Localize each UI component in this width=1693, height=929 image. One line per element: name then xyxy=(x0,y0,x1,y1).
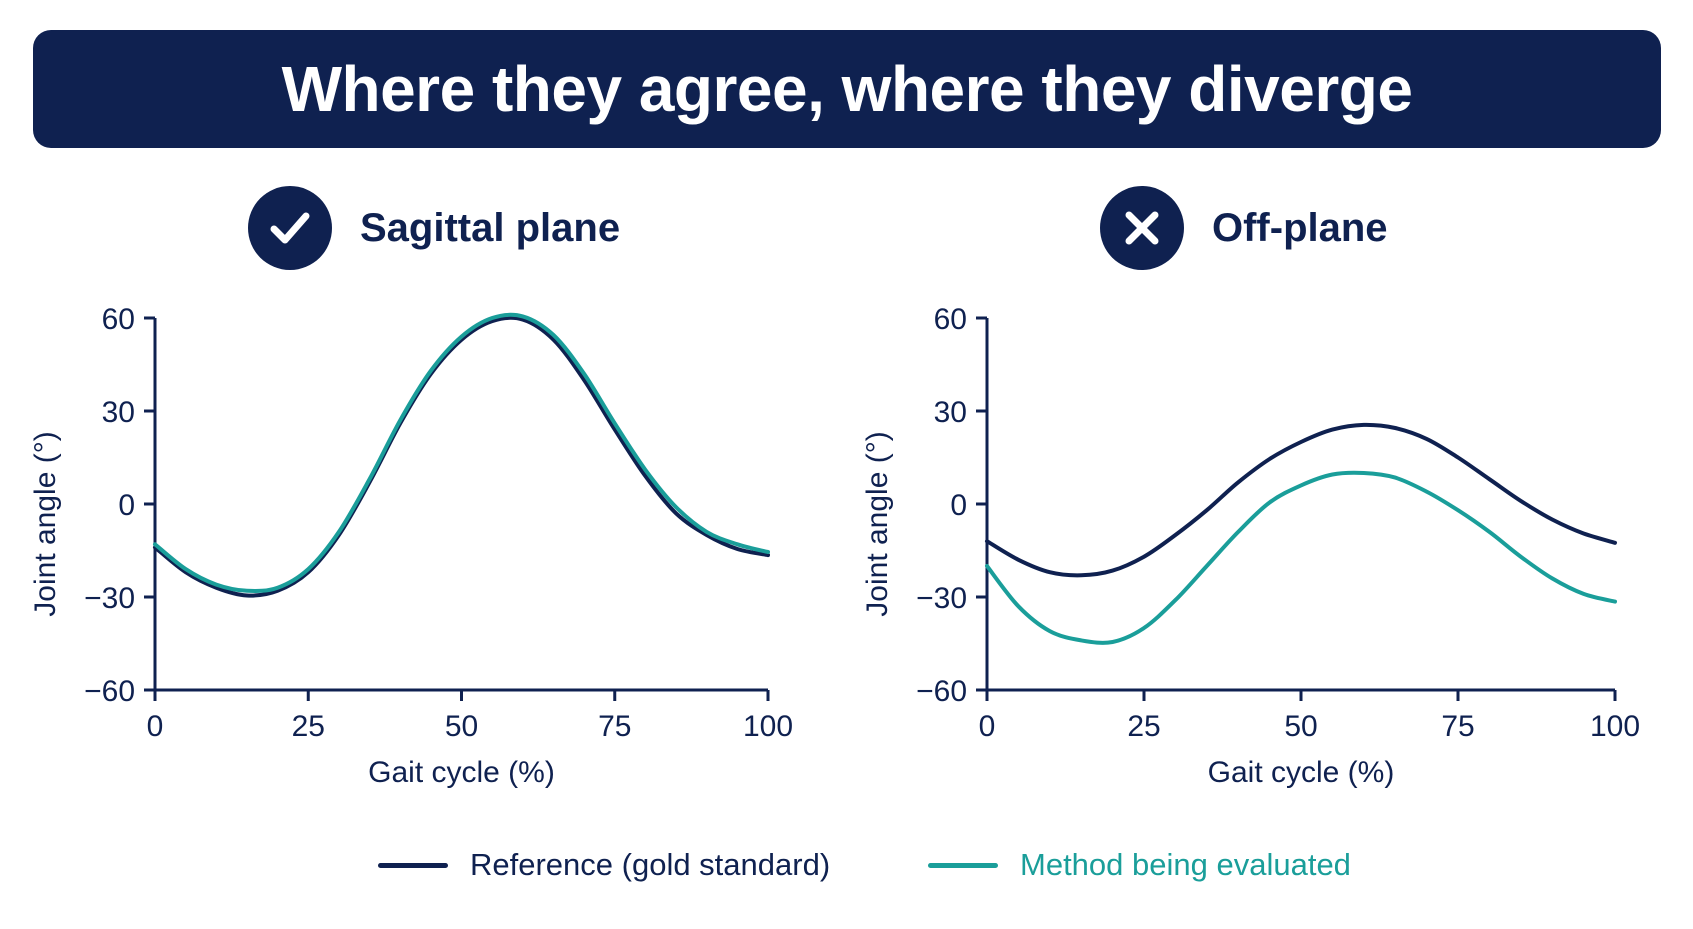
off-plane-x-axis-label: Gait cycle (%) xyxy=(1208,756,1395,789)
legend-swatch-reference xyxy=(378,862,448,868)
off-plane-y-tick-label: 60 xyxy=(934,303,967,336)
off-plane-method-series-line xyxy=(985,470,1617,645)
off-plane-y-tick-label: 0 xyxy=(950,489,967,522)
legend-swatch-method xyxy=(928,862,998,868)
sagittal-y-tick-label: −60 xyxy=(84,675,135,708)
sagittal-y-tick-label: −30 xyxy=(84,582,135,615)
sagittal-x-tick-label: 25 xyxy=(292,710,325,743)
off-plane-x-tick-label: 50 xyxy=(1284,710,1317,743)
cross-icon xyxy=(1100,186,1184,270)
sagittal-panel-title: Sagittal plane xyxy=(360,205,621,250)
off-plane-x-tick-label: 75 xyxy=(1441,710,1474,743)
legend-item-method: Method being evaluated xyxy=(928,845,1351,885)
sagittal-y-axis-label: Joint angle (°) xyxy=(29,431,62,616)
sagittal-y-tick-label: 60 xyxy=(102,303,135,336)
off-plane-reference-series-line xyxy=(985,422,1617,578)
sagittal-x-tick-label: 50 xyxy=(445,710,478,743)
off-plane-y-tick-label: −60 xyxy=(916,675,967,708)
off-plane-y-tick-label: 30 xyxy=(934,396,967,429)
off-plane-panel-title: Off-plane xyxy=(1212,205,1388,250)
sagittal-method-series-line xyxy=(153,312,770,594)
off-plane-panel-header: Off-plane xyxy=(1100,186,1388,270)
sagittal-x-tick-label: 0 xyxy=(147,710,164,743)
sagittal-y-tick-label: 0 xyxy=(118,489,135,522)
off-plane-y-tick-label: −30 xyxy=(916,582,967,615)
off-plane-x-tick-label: 0 xyxy=(979,710,996,743)
title-banner: Where they agree, where they diverge xyxy=(33,30,1661,148)
sagittal-y-tick-label: 30 xyxy=(102,396,135,429)
off-plane-x-tick-label: 100 xyxy=(1590,710,1640,743)
legend-item-reference: Reference (gold standard) xyxy=(378,845,830,885)
sagittal-x-tick-label: 100 xyxy=(743,710,793,743)
sagittal-x-tick-label: 75 xyxy=(598,710,631,743)
sagittal-x-axis-label: Gait cycle (%) xyxy=(368,756,555,789)
sagittal-reference-series-line xyxy=(153,315,770,598)
off-plane-y-axis-label: Joint angle (°) xyxy=(861,431,894,616)
check-icon xyxy=(248,186,332,270)
sagittal-panel-header: Sagittal plane xyxy=(248,186,620,270)
legend-label-reference: Reference (gold standard) xyxy=(470,847,831,882)
legend-label-method: Method being evaluated xyxy=(1020,847,1351,882)
page-title: Where they agree, where they diverge xyxy=(281,53,1413,125)
off-plane-x-tick-label: 25 xyxy=(1127,710,1160,743)
